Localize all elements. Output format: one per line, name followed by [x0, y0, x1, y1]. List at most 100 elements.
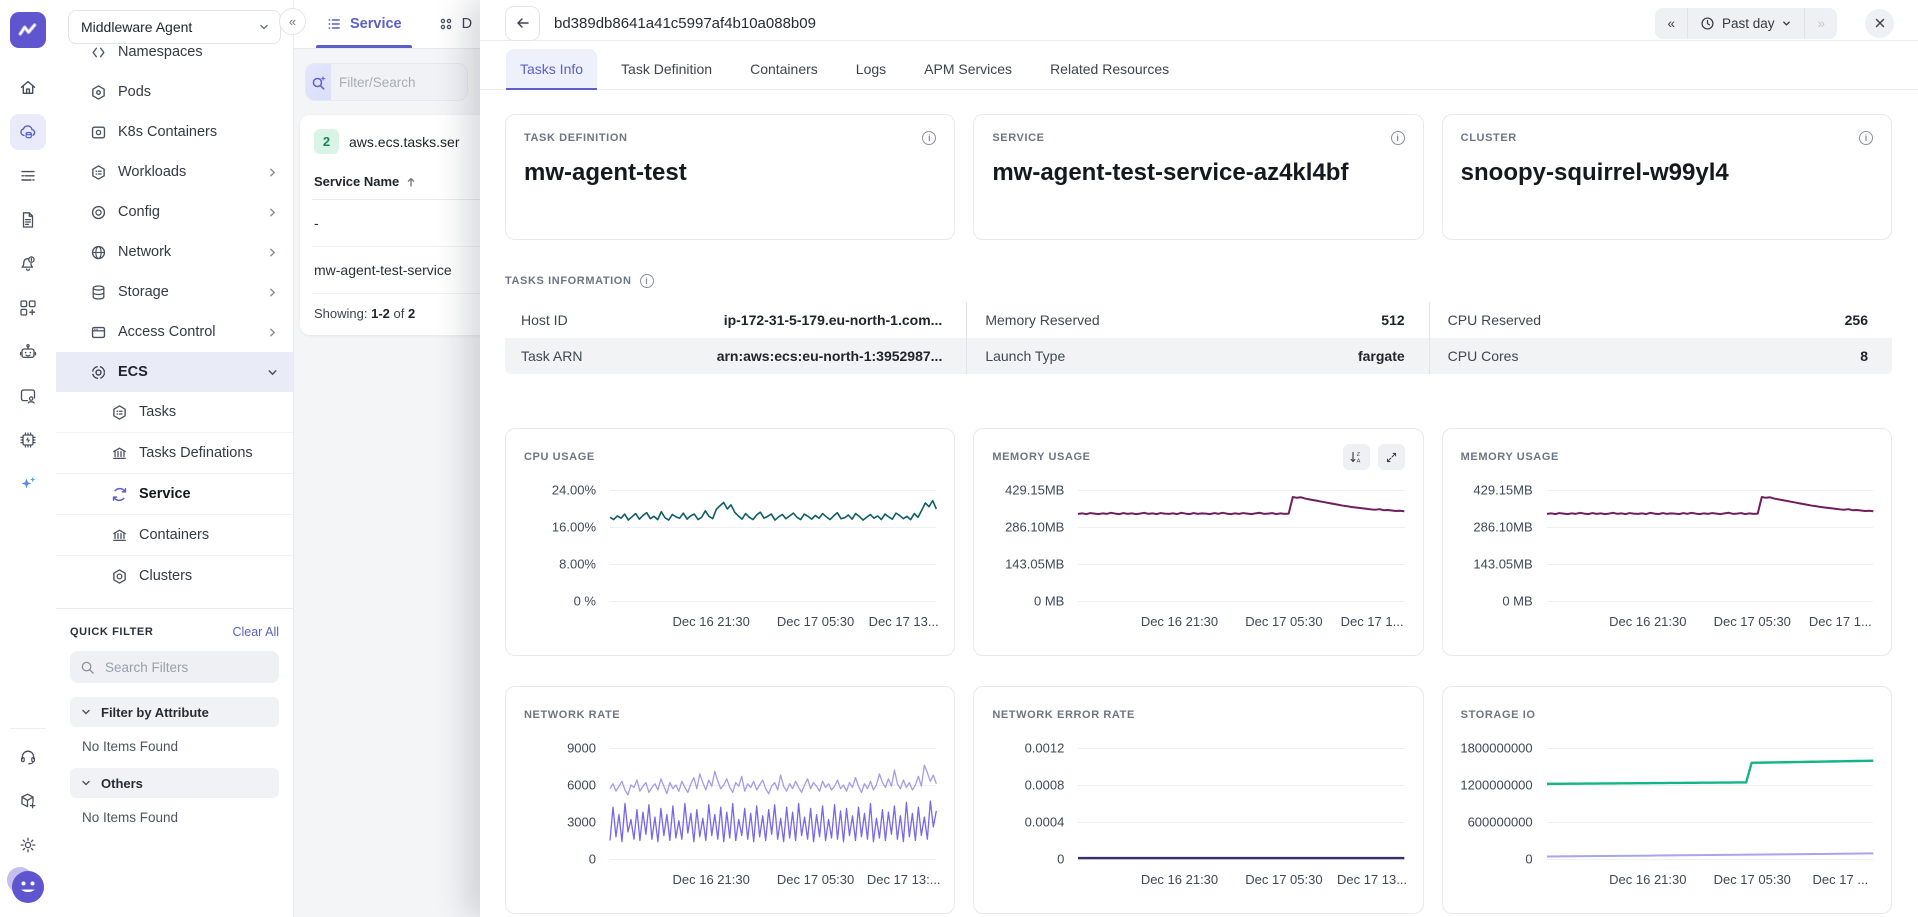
info-icon[interactable]: i [922, 131, 937, 145]
time-range-prev-button[interactable]: « [1667, 15, 1675, 31]
integrations-grid-plus-icon [20, 300, 36, 316]
tab-task-definition[interactable]: Task Definition [621, 61, 713, 77]
filter-by-attribute-accordion[interactable]: Filter by Attribute [70, 697, 279, 727]
reports-button[interactable] [10, 202, 46, 238]
others-accordion[interactable]: Others [70, 768, 279, 798]
sidebar-item-ecs[interactable]: ECS [56, 352, 293, 392]
alert-bell-icon [21, 256, 35, 271]
tab-logs[interactable]: Logs [855, 61, 887, 77]
sidebar-item-tasks[interactable]: Tasks [56, 392, 293, 432]
ai-search-icon [306, 64, 331, 100]
sidebar-item-workloads[interactable]: Workloads [56, 152, 293, 192]
storage-io-chart[interactable]: STORAGE IO 1800000000 1200000000 600000000… [1441, 686, 1892, 914]
y-tick-label: 286.10MB [1473, 519, 1533, 535]
sidebar-item-service[interactable]: Service [56, 473, 293, 514]
sidebar-item-access-control[interactable]: Access Control [56, 312, 293, 352]
card-value: mw-agent-test-service-az4kl4bf [992, 159, 1349, 186]
sidebar-item-k8s-containers[interactable]: K8s Containers [56, 112, 293, 152]
settings-button[interactable] [10, 827, 46, 863]
clear-all-link[interactable]: Clear All [232, 625, 279, 639]
logs-button[interactable] [10, 158, 46, 194]
y-tick-label: 0 % [573, 593, 596, 609]
home-icon [20, 80, 36, 94]
releases-button[interactable] [10, 783, 46, 819]
integrations-button[interactable] [10, 290, 46, 326]
mw-zigzag-icon [18, 23, 37, 36]
table-row[interactable]: mw-agent-test-service [312, 247, 480, 294]
gridline [1078, 859, 1405, 860]
sidebar-item-namespaces[interactable]: Namespaces [56, 46, 293, 72]
sidebar-item-label: Access Control [118, 324, 216, 340]
network-rate-chart[interactable]: NETWORK RATE 9000 6000 3000 0 Dec 16 21:30 D… [505, 686, 956, 914]
alerts-button[interactable] [10, 246, 46, 282]
middleware-logo[interactable] [10, 12, 46, 48]
chevron-down-icon [268, 369, 277, 375]
table-row[interactable]: - [312, 200, 480, 247]
info-icon[interactable]: i [1390, 131, 1405, 145]
sidebar-item-tasks-definations[interactable]: Tasks Definations [56, 432, 293, 473]
tasks-definations-icon [113, 447, 126, 459]
tab-tasks-info[interactable]: Tasks Info [506, 49, 598, 90]
user-sessions-button[interactable] [10, 378, 46, 414]
sidebar-collapse-button[interactable]: « [279, 8, 306, 35]
ai-agent-button[interactable] [10, 334, 46, 370]
mw-copilot-button[interactable] [10, 466, 46, 502]
column-header-service-name[interactable]: Service Name [312, 166, 480, 200]
gridline [1078, 601, 1405, 602]
sidebar-item-containers[interactable]: Containers [56, 514, 293, 555]
time-range-selector[interactable]: Past day [1688, 8, 1805, 39]
filter-search-box[interactable] [70, 651, 279, 683]
sidebar-item-label: Config [118, 204, 160, 220]
resources-button[interactable] [10, 422, 46, 458]
count-badge: 2 [314, 129, 339, 154]
memory-usage-mb-line [1547, 497, 1873, 514]
accordion-label: Filter by Attribute [101, 704, 209, 720]
user-avatar[interactable] [7, 867, 44, 903]
gridline [610, 526, 937, 528]
expand-button[interactable] [1377, 444, 1405, 470]
tasks-information-header: TASKS INFORMATION i [505, 274, 1892, 288]
y-tick-label: 600000000 [1467, 814, 1533, 830]
list-filter-input[interactable] [331, 74, 467, 90]
home-button[interactable] [10, 70, 46, 106]
metric-chip[interactable]: 2 aws.ecs.tasks.ser [312, 125, 480, 166]
sidebar-item-storage[interactable]: Storage [56, 272, 293, 312]
plot-area [610, 748, 936, 860]
tasks-icon [113, 404, 126, 420]
workspace-selector[interactable]: Middleware Agent [68, 10, 281, 44]
network-error-rate-chart[interactable]: NETWORK ERROR RATE 0.0012 0.0008 0.0004 0 D… [973, 686, 1424, 914]
close-button[interactable] [1865, 8, 1894, 38]
table-row[interactable]: Task ARN arn:aws:ecs:eu-north-1:3952987.… [505, 338, 1892, 374]
sidebar-item-config[interactable]: Config [56, 192, 293, 232]
sidebar-item-network[interactable]: Network [56, 232, 293, 272]
tab-dashboard-view[interactable]: D [438, 16, 472, 32]
back-button[interactable] [505, 5, 540, 41]
memory-usage-chart-2[interactable]: MEMORY USAGE 429.15MB 286.10MB 143.05MB 0 M… [1441, 428, 1892, 656]
filter-search-input[interactable] [103, 658, 257, 676]
x-axis-labels: Dec 16 21:30 Dec 17 05:30 Dec 17 1... [1547, 601, 1873, 633]
cpu-usage-chart[interactable]: CPU USAGE 24.00% 16.00% 8.00% 0 % Dec 16 21… [505, 428, 956, 656]
list-filter-search[interactable] [305, 63, 468, 101]
task-definition-card: TASK DEFINITION i mw-agent-test [505, 114, 956, 240]
workspace-selector-value: Middleware Agent [81, 19, 193, 35]
support-button[interactable] [10, 739, 46, 775]
tab-service-list[interactable]: Service [316, 0, 412, 48]
infrastructure-button[interactable] [10, 114, 46, 150]
chart-title: MEMORY USAGE [1460, 451, 1559, 463]
containers-icon [113, 529, 126, 541]
info-icon[interactable]: i [639, 274, 654, 288]
tab-apm-services[interactable]: APM Services [924, 61, 1013, 77]
network-globe-icon [91, 245, 106, 259]
sidebar-item-clusters[interactable]: Clusters [56, 555, 293, 596]
nav-sidebar: Middleware Agent Namespaces Pods K8s Con… [56, 0, 294, 917]
tab-related-resources[interactable]: Related Resources [1050, 61, 1170, 77]
time-range-next-button[interactable]: » [1817, 15, 1825, 31]
tab-containers[interactable]: Containers [750, 61, 818, 77]
sidebar-item-pods[interactable]: Pods [56, 72, 293, 112]
info-icon[interactable]: i [1859, 131, 1873, 145]
sidebar-item-label: Workloads [118, 164, 187, 180]
y-axis-labels: 24.00% 16.00% 8.00% 0 % [524, 483, 610, 609]
x-tick-label: Dec 17 1... [1340, 614, 1404, 629]
